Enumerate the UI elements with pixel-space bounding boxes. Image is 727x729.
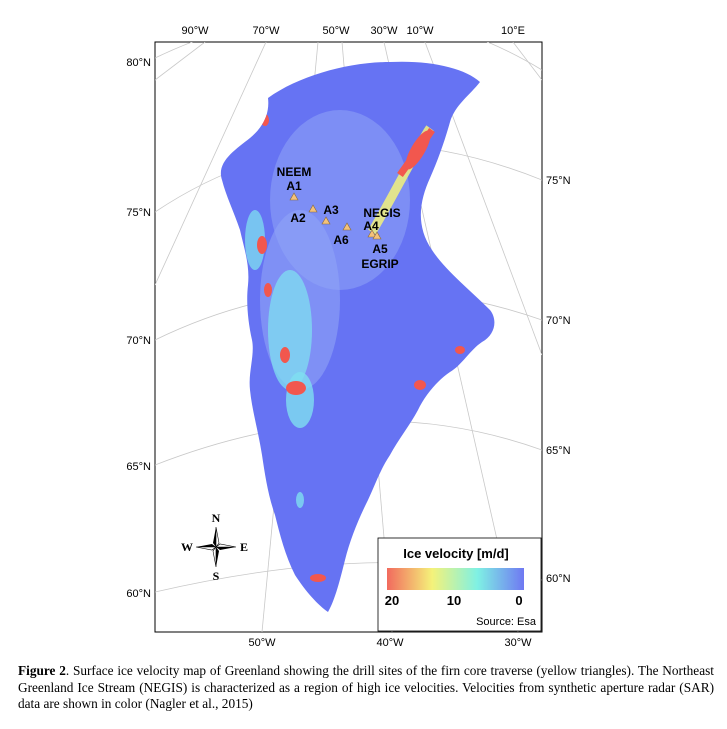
compass-s-arm-light (212, 546, 217, 568)
compass-s-label: S (213, 569, 220, 583)
lat-tick-left-1: 80°N (126, 57, 151, 69)
compass-s-arm-dark (216, 547, 219, 567)
velocity-overlay (245, 110, 465, 582)
lon-tick-top-5: 10°W (406, 25, 434, 37)
compass-w-arm-light (195, 546, 217, 551)
south-outlet (310, 574, 326, 582)
compass-e-label: E (240, 540, 248, 554)
compass-e-arm-light (215, 543, 237, 548)
legend-colorbar (387, 568, 524, 590)
site-marker-a3 (321, 216, 331, 225)
west-outlet-1 (280, 347, 290, 363)
meridian-10e (512, 42, 542, 81)
compass-n-label: N (212, 511, 221, 525)
site-label-egrip: EGRIP (361, 257, 398, 271)
site-marker-a4 (367, 229, 377, 238)
west-cyan-zone (268, 270, 312, 390)
site-marker-a2 (308, 204, 318, 213)
compass-n-arm-light (215, 526, 220, 548)
compass-e-arm-dark (216, 547, 236, 550)
site-label-negis: NEGIS (363, 206, 400, 220)
lon-tick-top-2: 70°W (252, 25, 280, 37)
map-figure: 90°W 70°W 50°W 30°W 10°W 10°E 50°W 40°W … (126, 25, 570, 649)
lat-tick-left-5: 60°N (126, 588, 151, 600)
site-marker-a1 (289, 192, 299, 201)
west-cyan-zone-2 (286, 372, 314, 428)
lat-tick-right-4: 60°N (546, 573, 571, 585)
lat-tick-right-2: 70°N (546, 315, 571, 327)
jakobshavn-outlet (286, 381, 306, 395)
site-label-neem: NEEM (277, 165, 312, 179)
drill-sites: NEEM A1 A2 A3 A6 NEGIS A4 A5 EGRIP (277, 165, 401, 271)
greenland-landmass (220, 61, 495, 613)
map-svg: 90°W 70°W 50°W 30°W 10°W 10°E 50°W 40°W … (126, 25, 570, 649)
compass-n-arm-dark (213, 527, 216, 547)
east-outlet-1 (414, 380, 426, 390)
lon-tick-bottom-3: 30°W (504, 637, 532, 649)
legend-title: Ice velocity [m/d] (403, 546, 508, 561)
source-credit: Source: Esa (476, 616, 537, 628)
lon-tick-bottom-2: 40°W (376, 637, 404, 649)
site-marker-a6 (342, 222, 352, 231)
site-label-a3: A3 (323, 203, 339, 217)
caption-text: . Surface ice velocity map of Greenland … (18, 663, 714, 711)
lat-tick-left-3: 70°N (126, 335, 151, 347)
lat-tick-right-1: 75°N (546, 175, 571, 187)
meridian-70w (155, 42, 267, 286)
sw-cyan-zone (296, 492, 304, 508)
legend-label-0: 0 (515, 593, 522, 608)
lon-tick-top-4: 30°W (370, 25, 398, 37)
lon-tick-bottom-1: 50°W (248, 637, 276, 649)
lat-tick-left-2: 75°N (126, 207, 151, 219)
site-label-a4: A4 (363, 219, 379, 233)
east-outlet-2 (455, 346, 465, 354)
caption-label: Figure 2 (18, 663, 66, 678)
compass-rose: N S W E (181, 511, 248, 583)
legend-label-10: 10 (447, 593, 461, 608)
axis-labels: 90°W 70°W 50°W 30°W 10°W 10°E 50°W 40°W … (126, 25, 570, 649)
lon-tick-top-3: 50°W (322, 25, 350, 37)
zachariae-outlet (405, 130, 431, 170)
lat-tick-right-3: 65°N (546, 445, 571, 457)
site-label-a5: A5 (372, 242, 388, 256)
lon-tick-top-6: 10°E (501, 25, 525, 37)
site-label-a2: A2 (290, 211, 306, 225)
legend: Ice velocity [m/d] 20 10 0 Source: Esa (377, 537, 542, 632)
lat-tick-left-4: 65°N (126, 461, 151, 473)
west-outlet-2 (257, 236, 267, 254)
site-label-a6: A6 (333, 233, 349, 247)
lat-line-80 (155, 42, 542, 71)
west-outlet-3 (264, 283, 272, 297)
site-label-a1: A1 (286, 179, 302, 193)
meridian-90w (155, 42, 206, 81)
compass-w-arm-dark (196, 544, 216, 547)
site-marker-a5 (372, 231, 382, 240)
compass-w-label: W (181, 540, 193, 554)
nw-cyan-zone (245, 210, 265, 270)
figure-caption: Figure 2. Surface ice velocity map of Gr… (18, 663, 714, 713)
legend-label-20: 20 (385, 593, 399, 608)
lon-tick-top-1: 90°W (181, 25, 209, 37)
